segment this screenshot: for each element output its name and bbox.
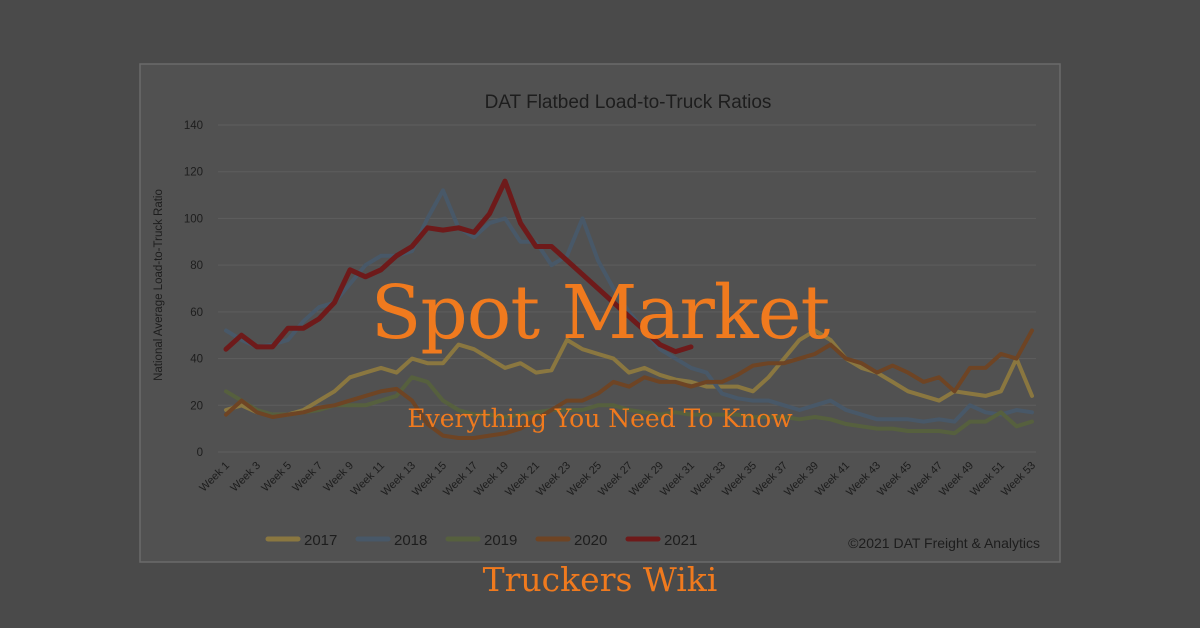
y-axis-ticks: 0 20 40 60 80 100 120 140 <box>184 120 203 459</box>
chart-panel <box>139 63 1061 563</box>
legend-label-2019: 2019 <box>484 532 517 549</box>
y-tick-label: 40 <box>190 354 203 366</box>
y-axis-label: National Average Load-to-Truck Ratio <box>153 189 165 381</box>
series-line-2018 <box>224 188 1034 424</box>
legend: 2017 2018 2019 2020 2021 <box>265 532 697 549</box>
chart-title: DAT Flatbed Load-to-Truck Ratios <box>485 92 772 113</box>
series-lines <box>223 178 1034 440</box>
y-tick-label: 20 <box>190 400 203 412</box>
brand-name: Truckers Wiki <box>482 560 718 599</box>
series-line-2021 <box>223 178 694 355</box>
copyright-note: ©2021 DAT Freight & Analytics <box>848 535 1040 551</box>
y-tick-label: 80 <box>190 260 203 272</box>
series-line-2019 <box>224 375 1034 436</box>
legend-label-2018: 2018 <box>394 532 427 549</box>
y-tick-label: 140 <box>184 120 203 132</box>
legend-label-2020: 2020 <box>574 532 607 549</box>
tagline: Everything You Need To Know <box>407 404 793 433</box>
y-tick-label: 60 <box>190 307 203 319</box>
series-line-2017 <box>224 328 1034 417</box>
y-tick-label: 120 <box>184 167 203 179</box>
series-line-2020 <box>224 328 1034 440</box>
y-tick-label: 0 <box>197 447 203 459</box>
legend-label-2017: 2017 <box>304 532 337 549</box>
legend-label-2021: 2021 <box>664 532 697 549</box>
y-tick-label: 100 <box>184 213 203 225</box>
headline: Spot Market <box>370 270 831 356</box>
